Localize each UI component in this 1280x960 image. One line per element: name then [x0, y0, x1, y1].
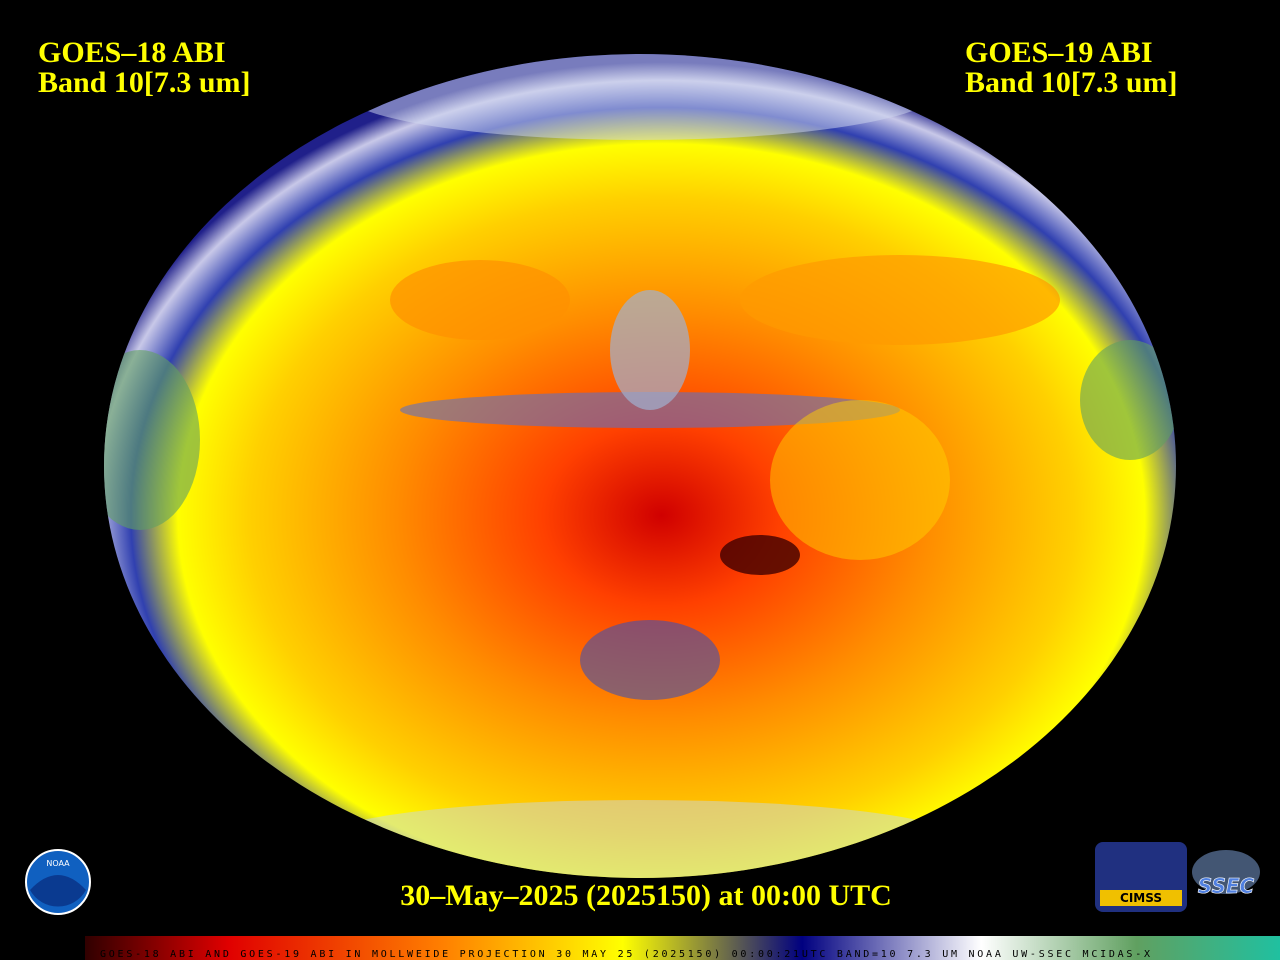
- cimss-text: CIMSS: [1120, 891, 1162, 905]
- right-band: Band 10[7.3 um]: [965, 66, 1178, 99]
- color-bar: [85, 936, 1280, 960]
- noaa-logo: NOAA: [25, 849, 91, 915]
- right-title: GOES–19 ABI: [965, 36, 1153, 69]
- timestamp: 30–May–2025 (2025150) at 00:00 UTC: [400, 879, 892, 912]
- left-title: GOES–18 ABI: [38, 36, 226, 69]
- cloud-features: [104, 54, 1176, 878]
- left-band: Band 10[7.3 um]: [38, 66, 251, 99]
- ssec-logo: SSEC: [1192, 850, 1260, 898]
- globe: [104, 54, 1176, 878]
- noaa-text: NOAA: [46, 859, 70, 868]
- ssec-text: SSEC: [1198, 874, 1255, 898]
- cimss-logo: CIMSS: [1095, 842, 1187, 912]
